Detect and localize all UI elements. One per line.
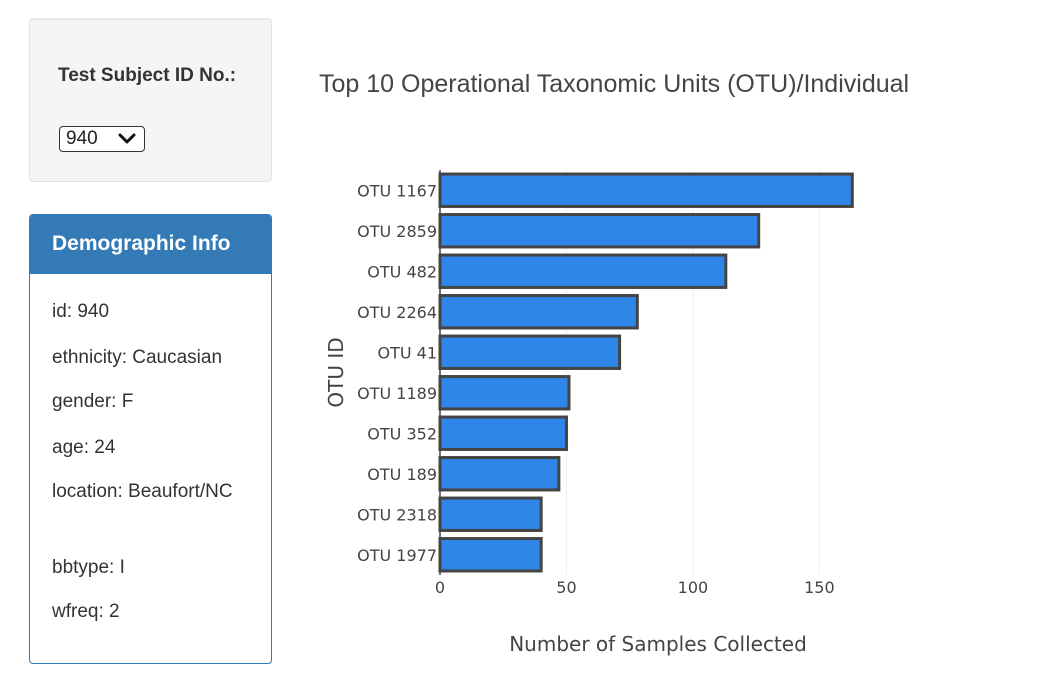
otu-bar-chart: OTU 1167 OTU 2859 OTU 482 OTU 2264 OTU 41 OTU… <box>324 170 854 656</box>
y-tick-label: OTU 41 <box>377 343 437 362</box>
bar <box>438 213 761 249</box>
demographic-wfreq: wfreq: 2 <box>52 601 120 622</box>
y-tick-label: OTU 352 <box>367 424 437 443</box>
bar <box>438 294 639 330</box>
bar <box>438 334 622 370</box>
y-tick-label: OTU 1189 <box>357 384 437 403</box>
demographic-age: age: 24 <box>52 437 116 458</box>
bar <box>438 415 568 451</box>
demographic-id: id: 940 <box>52 301 110 322</box>
y-tick-label: OTU 2318 <box>357 505 437 524</box>
chart-title: Top 10 Operational Taxonomic Units (OTU)… <box>319 70 910 98</box>
demographic-info-panel: Demographic Info id: 940 ethnicity: Cauc… <box>29 214 272 664</box>
y-tick-label: OTU 482 <box>367 262 437 281</box>
panel-heading: Demographic Info <box>30 215 271 274</box>
demographic-bbtype: bbtype: I <box>52 557 125 578</box>
y-tick-label: OTU 189 <box>367 465 437 484</box>
panel-title: Demographic Info <box>52 232 231 255</box>
y-tick-label: OTU 2264 <box>357 303 437 322</box>
bar <box>438 253 728 289</box>
x-axis-title: Number of Samples Collected <box>509 632 807 656</box>
subject-id-selected-value: 940 <box>66 128 98 149</box>
chevron-down-icon <box>118 133 136 144</box>
y-tick-label: OTU 1167 <box>357 181 437 200</box>
bar <box>438 537 543 573</box>
demographic-ethnicity: ethnicity: Caucasian <box>52 347 223 368</box>
x-tick-label: 50 <box>556 578 576 597</box>
demographic-gender: gender: F <box>52 391 134 412</box>
subject-id-label: Test Subject ID No.: <box>58 65 237 86</box>
y-tick-label: OTU 1977 <box>357 546 437 565</box>
y-axis-title: OTU ID <box>324 337 348 407</box>
subject-selector-well: Test Subject ID No.: 940 <box>29 18 272 182</box>
x-tick-label: 0 <box>435 578 445 597</box>
bar <box>438 456 561 492</box>
demographic-location: location: Beaufort/NC <box>52 481 233 502</box>
x-tick-label: 150 <box>804 578 835 597</box>
bar <box>438 496 543 532</box>
bar <box>438 172 854 208</box>
x-tick-label: 100 <box>678 578 709 597</box>
subject-id-select[interactable]: 940 <box>59 126 145 152</box>
bar <box>438 375 571 411</box>
y-tick-label: OTU 2859 <box>357 222 437 241</box>
